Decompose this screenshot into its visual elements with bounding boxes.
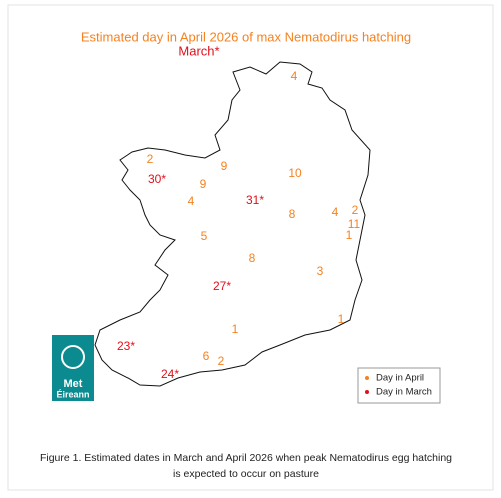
- logo-text: Met: [64, 378, 83, 390]
- day-label: 24*: [161, 367, 179, 381]
- day-label: 6: [203, 349, 210, 363]
- day-label: 5: [201, 229, 208, 243]
- day-label: 2: [352, 203, 359, 217]
- map-subtitle: March*: [178, 43, 219, 58]
- day-label: 4: [332, 205, 339, 219]
- logo-text: Éireann: [56, 389, 89, 399]
- legend: [357, 367, 441, 404]
- card: [7, 4, 494, 491]
- day-label: 9: [221, 159, 228, 173]
- day-label: 4: [291, 69, 298, 83]
- day-label: 31*: [246, 193, 264, 207]
- day-label: 8: [249, 251, 256, 265]
- day-label: 1: [232, 322, 239, 336]
- day-label: 30*: [148, 172, 166, 186]
- logo-swirl: [61, 345, 85, 369]
- legend-label: Day in March: [376, 387, 432, 398]
- legend-label: Day in April: [376, 373, 424, 384]
- day-label: 8: [289, 207, 296, 221]
- legend-marker: [365, 376, 369, 380]
- day-label: 2: [147, 152, 154, 166]
- ireland-outline: [94, 61, 371, 387]
- map-title: Estimated day in April 2026 of max Nemat…: [81, 29, 411, 44]
- day-label: 4: [188, 194, 195, 208]
- day-label: 11: [348, 217, 361, 231]
- day-label: 27*: [213, 279, 231, 293]
- day-label: 2: [218, 354, 225, 368]
- day-label: 23*: [117, 339, 135, 353]
- day-label: 3: [317, 264, 324, 278]
- day-label: 1: [338, 312, 345, 326]
- legend-marker: [365, 390, 369, 394]
- caption: is expected to occur on pasture: [173, 468, 319, 480]
- caption: Figure 1. Estimated dates in March and A…: [40, 452, 452, 464]
- day-label: 9: [200, 177, 207, 191]
- day-label: 1: [346, 228, 353, 242]
- day-label: 10: [288, 166, 302, 180]
